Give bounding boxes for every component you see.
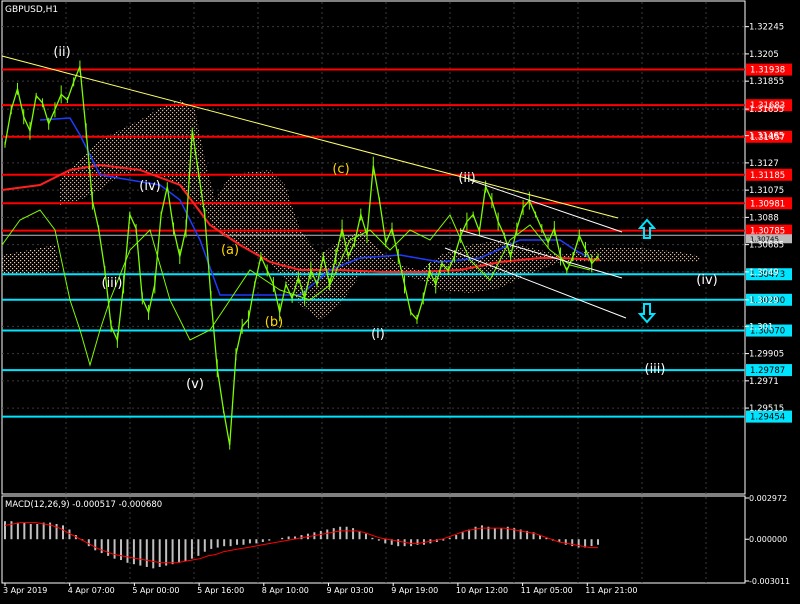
wave-label: (iv) — [139, 179, 160, 194]
level-value: 1.30981 — [750, 199, 785, 209]
channel-middle — [459, 229, 623, 279]
level-tag — [746, 130, 792, 143]
arrow-shape — [637, 218, 657, 239]
level-tag — [746, 293, 792, 306]
ichimoku-cloud-left — [2, 245, 60, 275]
y-tick-label: 1.31075 — [749, 186, 784, 196]
level-value: 1.31185 — [750, 171, 785, 181]
x-tick-label: 9 Apr 19:00 — [391, 586, 438, 595]
wave-label: (a) — [221, 243, 239, 258]
channel-upper — [469, 179, 623, 233]
level-value: 1.29787 — [750, 366, 785, 376]
y-tick-label: 1.31465 — [749, 132, 784, 142]
wave-label: (ii) — [53, 45, 70, 60]
level-tag — [746, 364, 792, 377]
main-panel-frame — [1, 0, 746, 495]
y-tick-label: 1.3205 — [749, 50, 779, 60]
x-tick-label: 11 Apr 21:00 — [585, 586, 637, 595]
level-tag — [746, 324, 792, 337]
y-tick-label: 1.3049 — [749, 268, 779, 278]
level-tag — [746, 268, 792, 281]
level-tag — [746, 168, 792, 181]
trendline-yellow — [1, 55, 619, 219]
current-price-tag — [746, 234, 792, 244]
wave-label: (iii) — [102, 276, 123, 291]
arrow-down-icon — [637, 303, 657, 324]
x-tick-label: 10 Apr 12:00 — [456, 586, 508, 595]
wave-label: (v) — [186, 377, 204, 392]
level-tag — [746, 99, 792, 112]
y-tick-label: 1.31655 — [749, 105, 784, 115]
channel-lower — [444, 247, 627, 319]
macd-label: MACD(12,26,9) -0.000517 -0.000680 — [5, 500, 162, 510]
level-value: 1.31938 — [750, 66, 785, 76]
chart-title: GBPUSD,H1 — [5, 5, 58, 15]
arrow-up-icon — [637, 218, 657, 239]
x-tick-label: 11 Apr 05:00 — [521, 586, 573, 595]
macd-signal-line — [4, 522, 598, 564]
level-value: 1.30290 — [750, 296, 785, 306]
y-tick-label: 1.3127 — [749, 159, 779, 169]
level-value: 1.29454 — [750, 413, 785, 423]
y-tick-label: 1.2971 — [749, 377, 779, 387]
ichimoku-cloud — [60, 100, 700, 320]
wave-label: (ii) — [458, 171, 475, 186]
level-tag — [746, 63, 792, 76]
level-value: 1.31457 — [750, 133, 785, 143]
price-line — [4, 66, 599, 446]
x-tick-label: 4 Apr 07:00 — [68, 586, 115, 595]
level-value: 1.30070 — [750, 327, 785, 337]
wave-label: (iv) — [696, 273, 717, 288]
level-value: 1.30473 — [750, 270, 785, 280]
arrow-shape — [637, 303, 657, 324]
level-tag — [746, 410, 792, 423]
current-price-value: 1.30745 — [750, 235, 779, 243]
wave-label: (c) — [332, 162, 349, 177]
x-tick-label: 8 Apr 10:00 — [262, 586, 309, 595]
level-tag — [746, 197, 792, 210]
level-tag — [746, 224, 792, 237]
y-tick-label: 1.32245 — [749, 23, 784, 33]
y-tick-label: 1.3088 — [749, 213, 779, 223]
moving-average-blue — [39, 117, 591, 296]
y-tick-label: 1.29515 — [749, 404, 784, 414]
x-tick-label: 5 Apr 16:00 — [197, 586, 244, 595]
y-tick-label: 1.31855 — [749, 77, 784, 87]
level-value: 1.31683 — [750, 101, 785, 111]
y-tick-label: 1.301 — [749, 322, 773, 332]
macd-y-tick-label: 0.000000 — [749, 535, 787, 544]
x-tick-label: 5 Apr 00:00 — [132, 586, 179, 595]
x-tick-label: 9 Apr 03:00 — [327, 586, 374, 595]
macd-y-tick-label: -0.003011 — [749, 577, 790, 586]
oscillator-line-green — [1, 209, 591, 367]
macd-y-tick-label: 0.002972 — [749, 494, 787, 503]
y-tick-label: 1.3029 — [749, 296, 779, 306]
y-tick-label: 1.29905 — [749, 350, 784, 360]
y-tick-label: 1.30685 — [749, 241, 784, 251]
wave-label: (iii) — [645, 362, 666, 377]
wave-label: (b) — [265, 315, 283, 330]
level-value: 1.30785 — [750, 227, 785, 237]
x-tick-label: 3 Apr 2019 — [3, 586, 47, 595]
wave-label: (i) — [371, 327, 385, 342]
